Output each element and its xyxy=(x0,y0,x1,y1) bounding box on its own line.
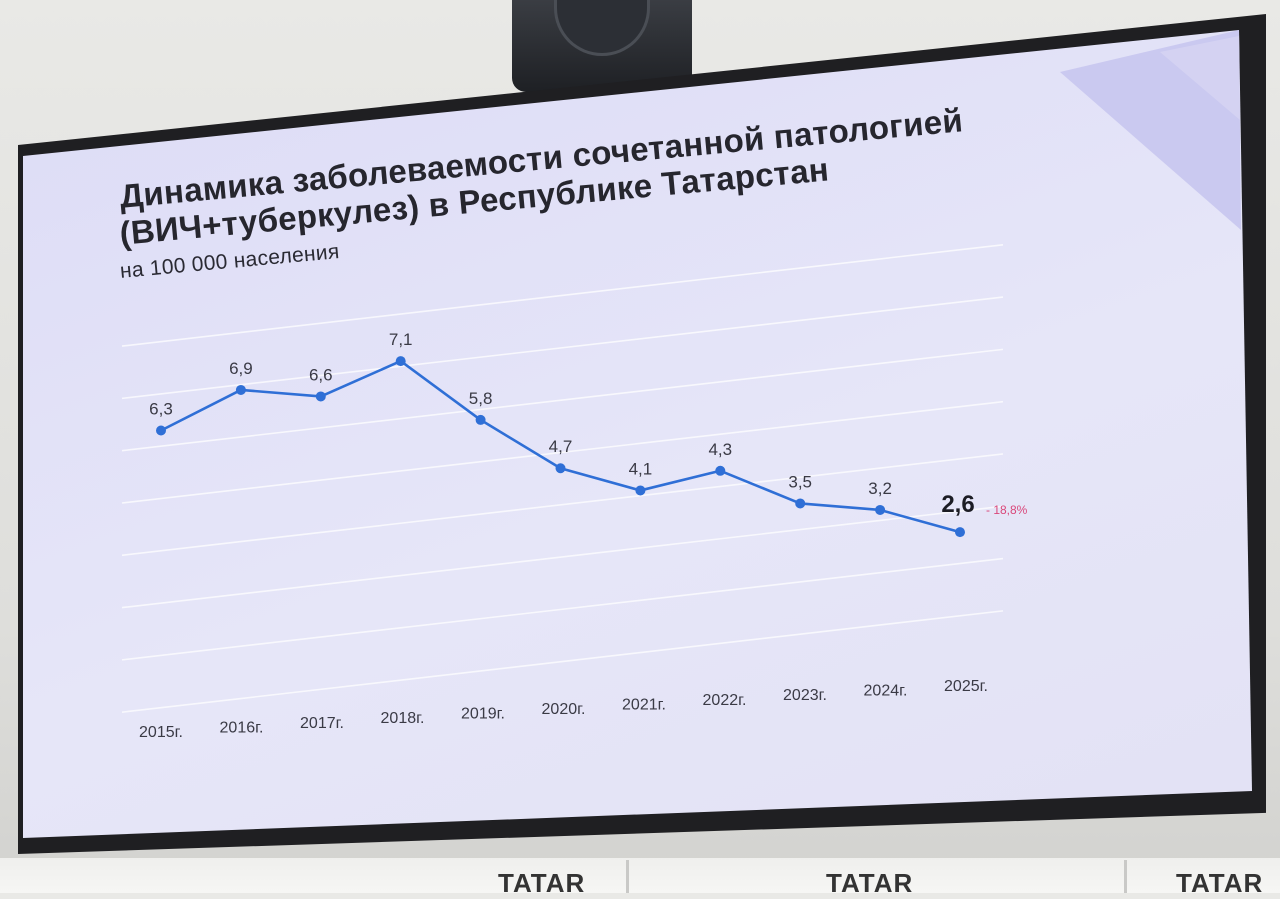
data-label: 7,1 xyxy=(389,330,413,349)
gridline xyxy=(121,557,1004,661)
data-label: 4,1 xyxy=(629,459,653,478)
data-point xyxy=(235,384,246,395)
x-tick-label: 2019г. xyxy=(461,706,505,723)
gridline xyxy=(121,610,1004,713)
gridline xyxy=(121,348,1004,452)
x-tick-label: 2023г. xyxy=(783,687,827,704)
gridline xyxy=(121,400,1004,504)
gridline xyxy=(121,243,1004,347)
data-point xyxy=(315,391,326,402)
x-axis-tick-labels: 2015г. 2016г. 2017г. 2018г. 2019г. 2020г. 2021… xyxy=(139,678,988,741)
data-point xyxy=(635,485,646,496)
data-label: 3,2 xyxy=(868,479,892,498)
data-point xyxy=(795,498,806,509)
ceiling-camera xyxy=(512,0,692,92)
data-point xyxy=(156,425,166,436)
data-point xyxy=(955,527,965,538)
data-label: 6,9 xyxy=(229,359,253,378)
x-tick-label: 2020г. xyxy=(542,701,586,718)
x-tick-label: 2022г. xyxy=(703,692,747,709)
data-label: 3,5 xyxy=(788,472,812,491)
gridline xyxy=(121,505,1004,609)
x-tick-label: 2024г. xyxy=(864,683,908,700)
nameplate-divider xyxy=(1124,860,1127,893)
x-tick-label: 2016г. xyxy=(220,719,264,736)
data-label: 4,3 xyxy=(708,440,732,459)
data-label: 2,6 xyxy=(941,491,974,518)
x-tick-label: 2021г. xyxy=(622,696,666,713)
data-label: 6,3 xyxy=(149,400,173,419)
data-points xyxy=(156,356,965,538)
data-label: 5,8 xyxy=(469,389,493,408)
data-point xyxy=(475,414,486,425)
data-point xyxy=(715,465,726,476)
nameplate-divider xyxy=(626,860,629,893)
nameplate-text: TATAR xyxy=(1176,868,1264,898)
x-tick-label: 2017г. xyxy=(300,715,344,732)
data-point xyxy=(875,504,886,515)
x-tick-label: 2018г. xyxy=(381,710,425,727)
x-tick-label: 2025г. xyxy=(944,678,988,695)
data-point xyxy=(395,356,406,367)
nameplate-text: TATAR xyxy=(498,868,586,898)
gridline xyxy=(121,453,1004,557)
data-label: 6,6 xyxy=(309,365,333,384)
gridline xyxy=(121,296,1004,400)
gridlines xyxy=(121,243,1004,713)
data-labels: 6,3 6,9 6,6 7,1 5,8 4,7 4,1 4,3 3,5 3,2 2,6 xyxy=(149,330,975,518)
data-point xyxy=(555,463,566,474)
x-tick-label: 2015г. xyxy=(139,724,183,741)
desk-nameplates xyxy=(0,858,1280,893)
nameplate-text: TATAR xyxy=(826,868,914,898)
data-label: 4,7 xyxy=(549,437,573,456)
change-annotation: - 18,8% xyxy=(986,503,1028,517)
